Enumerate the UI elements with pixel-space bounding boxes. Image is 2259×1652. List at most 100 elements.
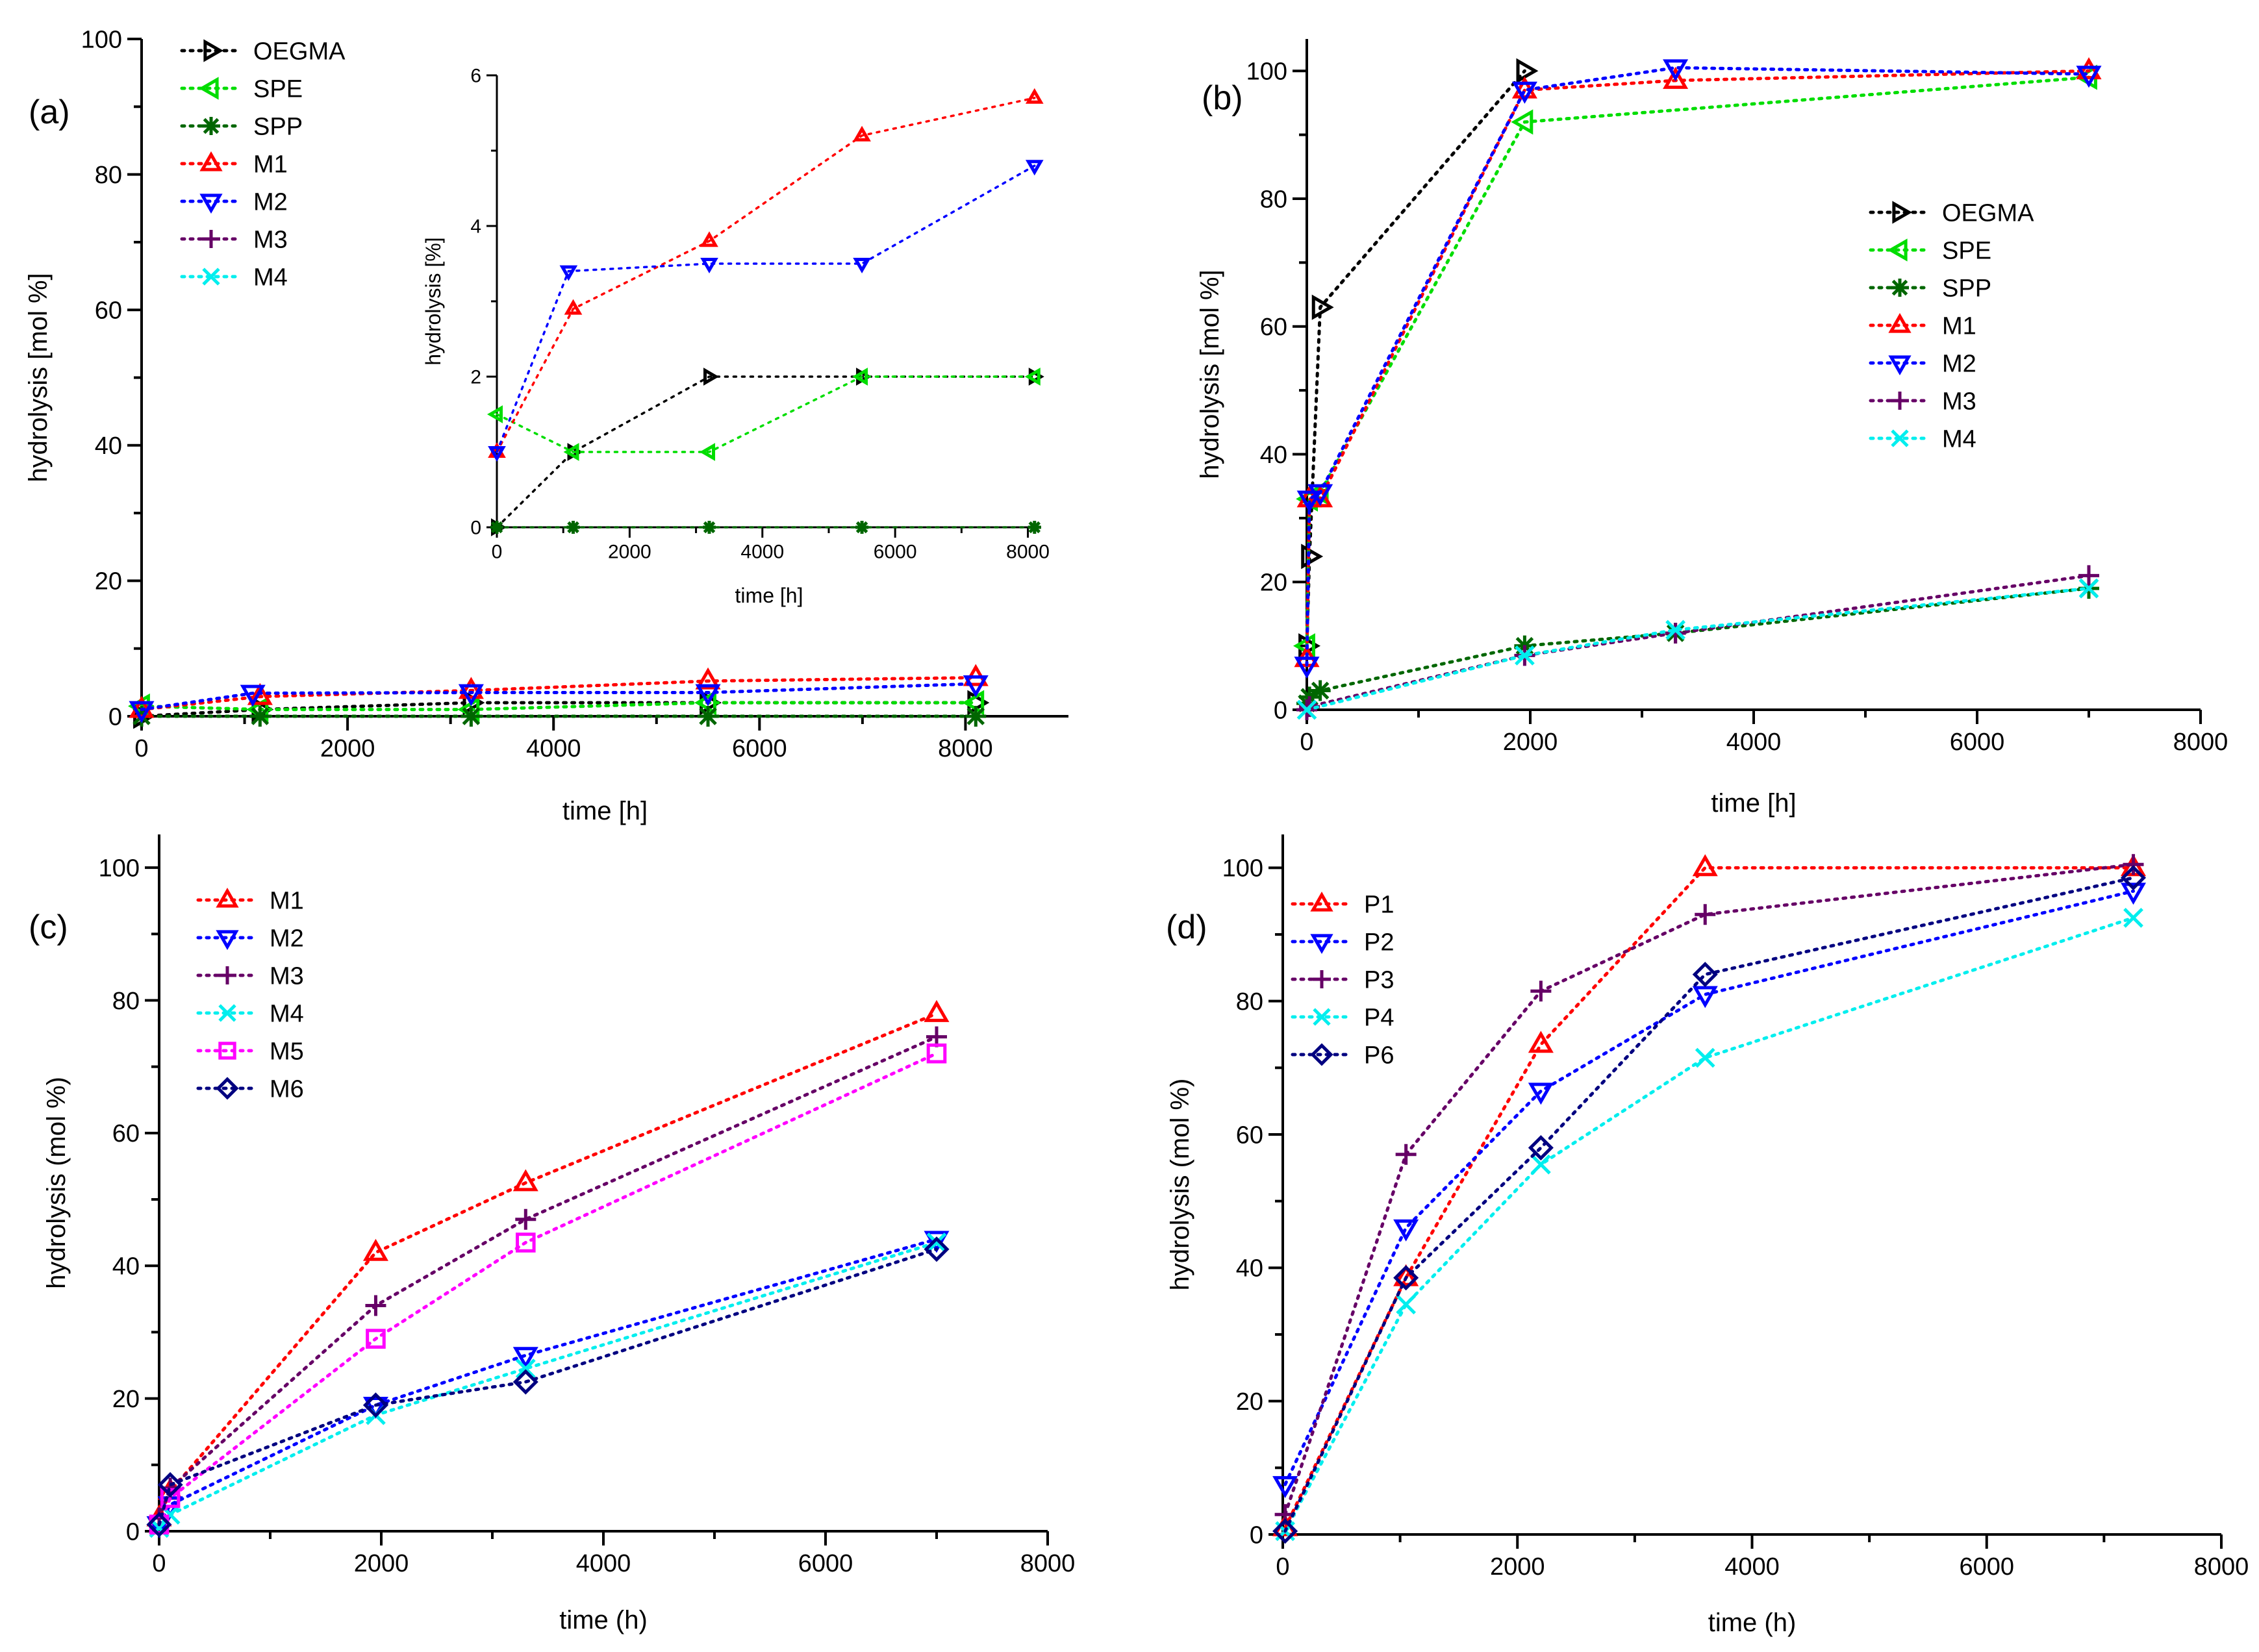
panel-b-point-m4 [2078,578,2099,599]
panel-a-panel-label: (a) [29,94,70,131]
panel-a-legend-marker-m1 [199,151,223,171]
panel-a-inset-point-m2 [700,258,718,274]
panel-b-point-spe [1511,109,1533,135]
panel-c-point-m3 [365,1295,386,1316]
panel-a-legend-marker-spp [202,117,220,135]
panel-d-series-line-p6 [1283,876,2136,1533]
panel-c-legend-label-m6: M6 [270,1076,304,1103]
panel-a-y-tick-label: 20 [95,568,122,595]
panel-a-point-m2 [695,684,721,707]
panel-c-series-line-m5 [157,1051,939,1527]
panel-c-point-m6 [157,1471,183,1498]
panel-d-point-p2 [2121,882,2147,905]
panel-d-legend-label-p2: P2 [1364,929,1394,957]
panel-a-series-line-m1 [140,676,978,712]
panel-c-y-tick-label: 0 [126,1518,140,1546]
panel-a-inset-series-line-spe [496,375,1036,453]
panel-b-point-m2 [1511,81,1537,104]
panel-c-x-tick-label: 4000 [576,1550,631,1577]
panel-c-x-tick-label: 6000 [798,1550,853,1577]
panel-d-legend-marker-p3 [1313,970,1331,988]
panel-c-point-m6 [146,1512,172,1538]
panel-d-x-axis-label: time (h) [1708,1608,1797,1637]
panel-a-inset-point-m1 [853,125,871,142]
panel-c-point-m1 [924,999,950,1022]
panel-c-point-m4 [515,1358,536,1379]
panel-c-x-tick-label: 2000 [354,1550,409,1577]
panel-a-point-m1 [458,677,484,699]
panel-a-point-m1 [129,695,155,718]
panel-b-legend-marker-m4 [1891,429,1909,447]
panel-d-point-p4 [2123,907,2143,928]
panel-d-x-tick-label: 0 [1276,1553,1289,1581]
panel-d-y-tick-label: 80 [1236,988,1263,1016]
panel-a-inset-point-spp [1028,521,1041,534]
panel-b-legend-label-m3: M3 [1942,388,1976,416]
panel-b-point-spp [1309,680,1331,701]
panel-b-y-tick-label: 0 [1274,697,1287,724]
panel-d-legend-label-p4: P4 [1364,1005,1394,1032]
panel-b-panel-label: (b) [1202,79,1243,117]
panel-a-inset-point-m1 [564,299,583,315]
panel-c-legend-marker-m3 [218,966,236,984]
panel-d-point-p1 [1393,1264,1419,1286]
panel-b-legend-label-m4: M4 [1942,426,1976,453]
panel-a-inset-point-m2 [853,258,871,274]
panel-d-point-p6 [1272,1518,1298,1544]
panel-a-y-tick-label: 0 [108,703,122,731]
panel-b-series-line-oegma [1305,69,1526,648]
panel-c-point-m6 [924,1236,950,1262]
panel-d-point-p2 [1528,1083,1554,1105]
panel-c-point-m6 [362,1392,388,1418]
panel-b-point-oegma [1516,58,1539,84]
panel-a-x-axis-label: time [h] [562,797,648,825]
panel-a-y-tick-label: 40 [95,432,122,460]
panel-c-x-tick-label: 0 [152,1550,166,1577]
panel-d-legend-marker-p2 [1310,934,1333,955]
panel-b-point-m2 [1307,484,1333,507]
panel-b-y-tick-label: 20 [1260,569,1287,597]
panel-b: 0 2000 4000 6000 8000 0 20 40 60 80 100 time [h] hyd… [1196,39,2228,818]
panel-a-inset-series-line-m1 [496,97,1036,453]
panel-d-point-p6 [1692,962,1718,988]
panel-a-point-spp [461,706,482,727]
panel-b-point-m3 [2078,565,2099,586]
panel-a-inset-series-line-m2 [496,164,1036,453]
panel-d-legend-marker-p4 [1313,1008,1331,1026]
panel-b-legend-label-m1: M1 [1942,313,1976,340]
panel-c-point-m4 [926,1233,947,1253]
panel-a-inset-point-spp [703,521,716,534]
panel-a-inset-point-m2 [1025,160,1044,176]
panel-c-legend-label-m1: M1 [270,888,304,915]
panel-c-point-m5 [366,1329,386,1349]
panel-c-x-tick-label: 8000 [1020,1550,1076,1577]
panel-a-y-tick-label: 100 [81,26,122,53]
panel-c-series-line-m2 [157,1237,939,1527]
panel-a-inset-point-spp [855,521,869,534]
panel-a-x-tick-label: 0 [134,735,148,762]
panel-a-x-tick-label: 4000 [526,735,581,762]
panel-a-inset-point-m1 [1025,88,1044,104]
panel-d-panel-label: (d) [1166,908,1207,946]
panel-b-legend-marker-spp [1891,279,1909,297]
panel-b-legend-marker-m3 [1891,392,1909,410]
panel-a-y-axis-label: hydrolysis [mol %] [24,273,53,482]
panel-d-y-axis-label: hydrolysis (mol %) [1166,1079,1194,1291]
panel-d-legend-marker-p1 [1310,891,1333,912]
panel-d-legend-label-p6: P6 [1364,1042,1394,1070]
panel-a-point-spp [698,706,719,727]
panel-c-y-axis-label: hydrolysis (mol %) [42,1077,71,1289]
panel-b-legend-marker-spe [1887,238,1908,262]
panel-c-point-m1 [362,1238,388,1261]
panel-a-point-m2 [129,701,155,723]
panel-d-x-tick-label: 6000 [1959,1553,2014,1581]
panel-a-inset-point-spe [563,443,579,461]
panel-c-legend-marker-m6 [216,1077,239,1100]
panel-c-legend-label-m4: M4 [270,1001,304,1028]
panel-b-x-tick-label: 6000 [1950,729,2005,756]
panel-d: 0 2000 4000 6000 8000 0 20 40 60 80 100 time (h) hyd… [1166,834,2249,1637]
panel-a-point-m2 [458,684,484,707]
panel-d-legend-label-p1: P1 [1364,892,1394,919]
